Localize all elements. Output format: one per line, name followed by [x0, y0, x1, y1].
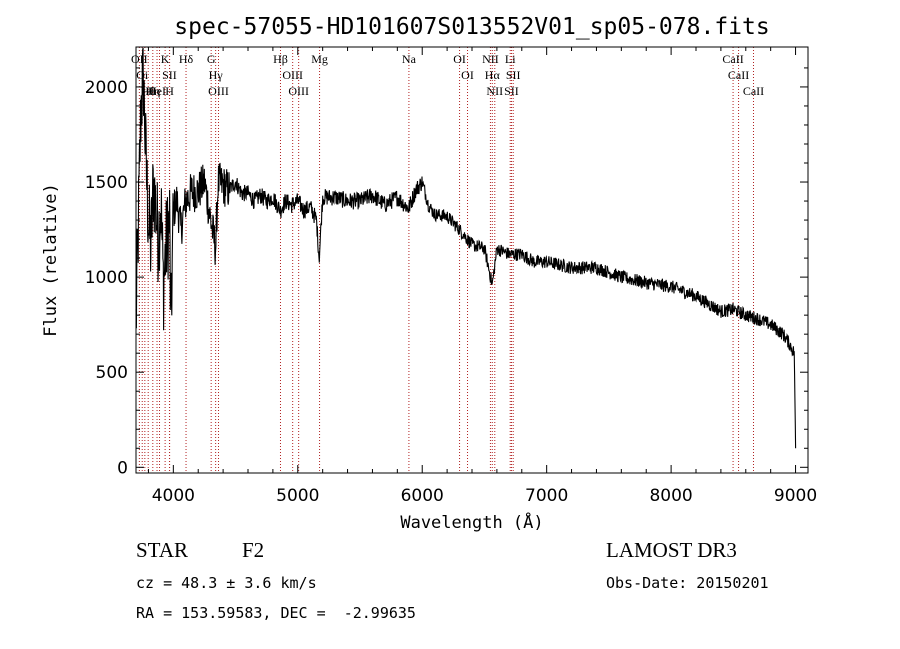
- spectral-line-label: K: [161, 52, 170, 66]
- x-tick-label: 7000: [525, 486, 568, 506]
- spectral-line-label: CaII: [743, 84, 764, 98]
- spectral-line-label: OI: [461, 68, 474, 82]
- spectral-line-label: OIII: [288, 84, 309, 98]
- x-tick-label: 8000: [649, 486, 692, 506]
- observation-date: Obs-Date: 20150201: [606, 574, 769, 592]
- spectral-line-label: Hβ: [273, 52, 288, 66]
- spectral-line-label: OIII: [282, 68, 303, 82]
- object-class: STAR: [136, 538, 188, 562]
- spectral-line-label: OIII: [208, 84, 229, 98]
- spectral-line-label: Mg: [311, 52, 328, 66]
- spectral-line-label: CaII: [728, 68, 749, 82]
- spectral-line-label: Hδ: [179, 52, 194, 66]
- x-axis: 4000 5000 6000 7000 8000 9000: [147, 47, 817, 506]
- coordinates-readout: RA = 153.59583, DEC = -2.99635: [136, 604, 416, 622]
- spectral-line-label: SII: [506, 68, 521, 82]
- x-tick-label: 6000: [401, 486, 444, 506]
- spectral-line-label: CaII: [722, 52, 743, 66]
- y-tick-label: 1500: [85, 173, 128, 193]
- spectral-line-label: Hα: [485, 68, 501, 82]
- survey-name: LAMOST DR3: [606, 538, 737, 562]
- spectral-line-label: SII: [162, 68, 177, 82]
- spectral-line-label: Hη: [145, 84, 160, 98]
- spectral-line-label: NII: [486, 84, 503, 98]
- spectral-line-label: NII: [482, 52, 499, 66]
- x-axis-label: Wavelength (Å): [400, 511, 543, 533]
- object-subclass: F2: [242, 538, 265, 562]
- y-tick-label: 0: [117, 458, 128, 478]
- redshift-readout: cz = 48.3 ± 3.6 km/s: [136, 574, 317, 592]
- y-tick-label: 500: [96, 363, 128, 383]
- plot-frame: [135, 46, 809, 474]
- chart-title: spec-57055-HD101607S013552V01_sp05-078.f…: [174, 14, 769, 40]
- spectral-line-label: Li: [505, 52, 516, 66]
- y-axis: 0 500 1000 1500 2000: [85, 67, 808, 478]
- spectral-line-label: SII: [504, 84, 519, 98]
- y-axis-label: Flux (relative): [41, 183, 61, 337]
- spectral-line-label: HeI: [148, 84, 166, 98]
- x-tick-label: 5000: [276, 486, 319, 506]
- y-tick-label: 2000: [85, 78, 128, 98]
- spectral-line-label: Hγ: [209, 68, 224, 82]
- y-tick-label: 1000: [85, 268, 128, 288]
- spectrum-line: [135, 47, 797, 449]
- spectral-line-label: OII: [131, 52, 148, 66]
- x-tick-label: 9000: [774, 486, 817, 506]
- spectral-line-label: OI: [453, 52, 466, 66]
- spectral-line-label: H: [165, 84, 174, 98]
- spectral-line-label: G: [207, 52, 216, 66]
- spectral-line-markers: [138, 47, 754, 473]
- x-tick-label: 4000: [152, 486, 195, 506]
- spectral-line-label: Na: [402, 52, 417, 66]
